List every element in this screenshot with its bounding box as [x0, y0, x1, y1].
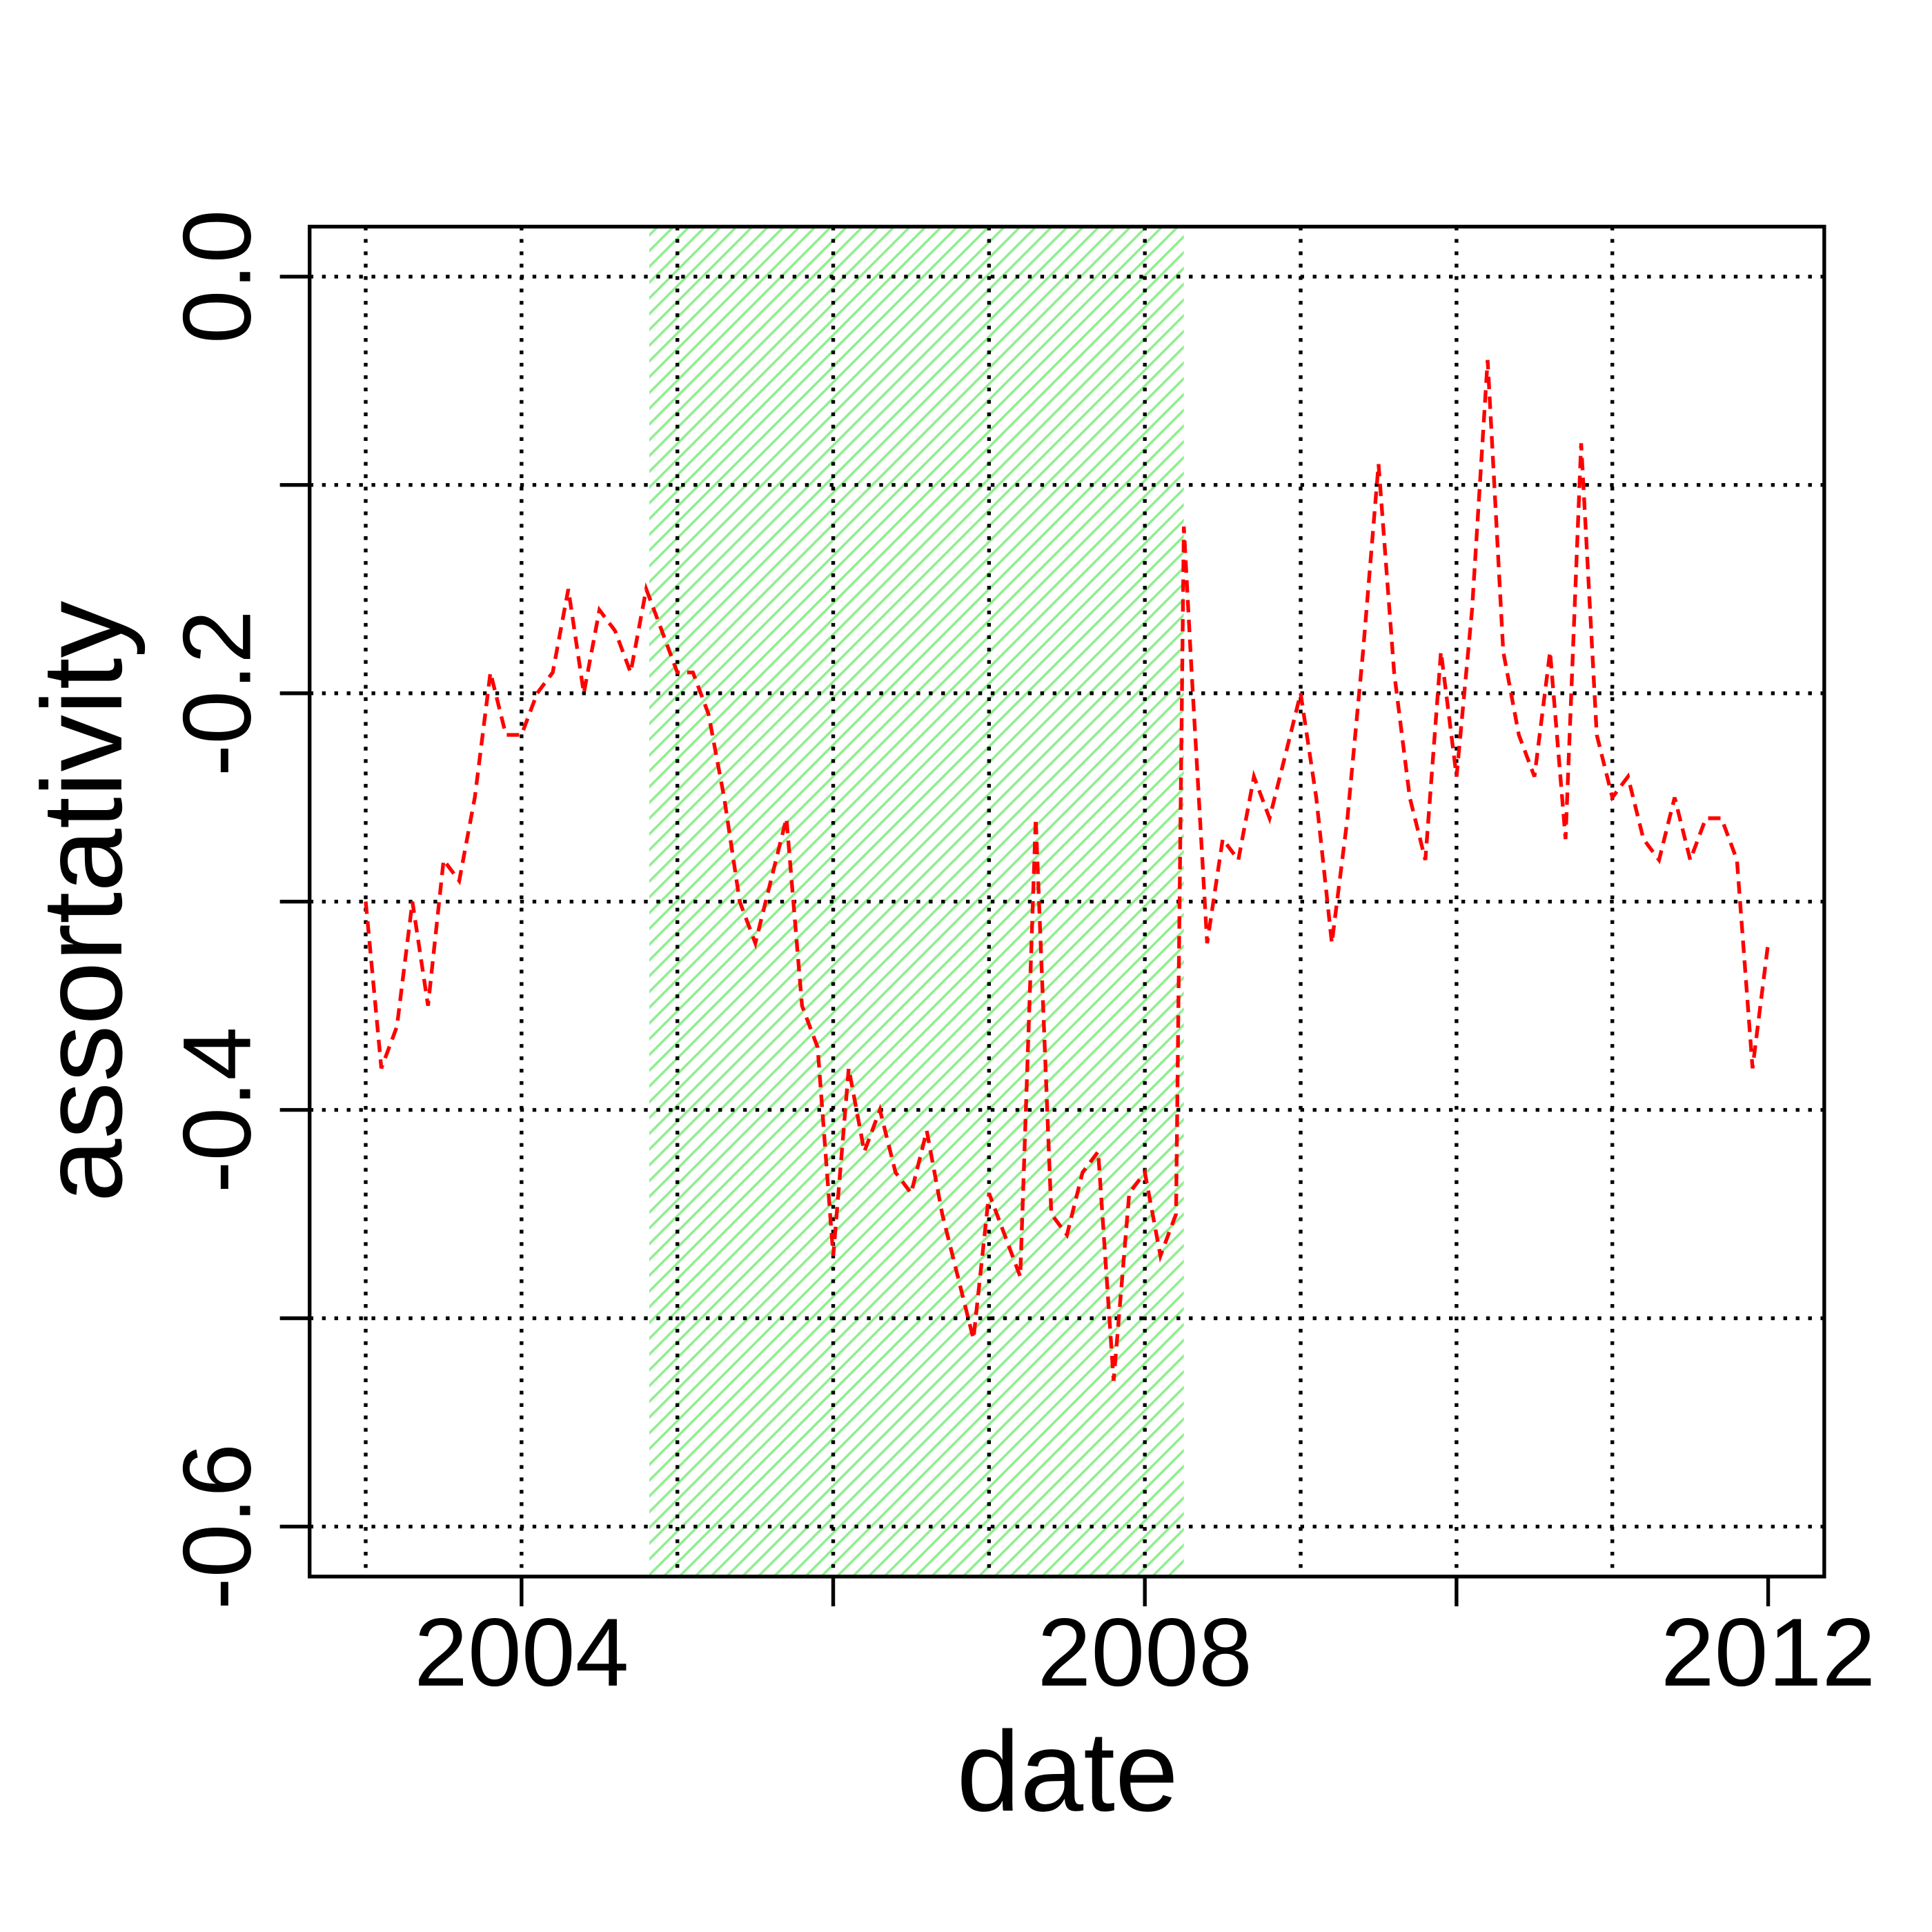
x-tick-label: 2012: [1661, 1598, 1875, 1706]
x-tick-label: 2008: [1037, 1598, 1252, 1706]
x-axis-label: date: [956, 1708, 1178, 1835]
x-tick-label: 2004: [414, 1598, 629, 1706]
y-tick-label: -0.4: [163, 1027, 271, 1193]
y-tick-label: -0.2: [163, 610, 271, 776]
y-tick-label: -0.6: [163, 1443, 271, 1610]
y-tick-label: 0.0: [163, 210, 271, 344]
y-axis-label: assortativity: [19, 600, 146, 1202]
data-line: [364, 359, 1771, 1381]
